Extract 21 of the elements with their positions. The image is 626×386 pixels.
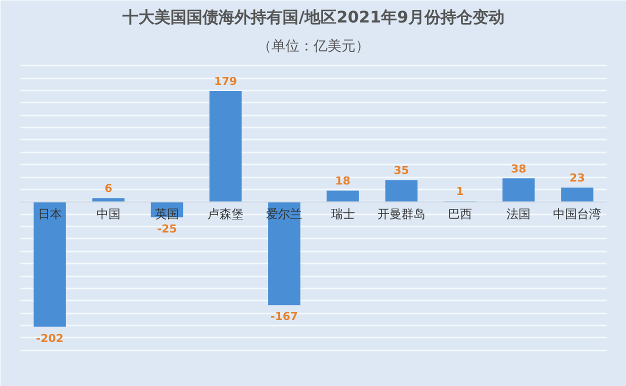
data-label: 18	[335, 174, 350, 188]
x-tick-label: 瑞士	[330, 206, 355, 221]
x-tick-label: 开曼群岛	[377, 206, 426, 221]
chart-subtitle: （单位：亿美元）	[258, 38, 370, 54]
x-tick-label: 法国	[506, 206, 531, 221]
data-label: 1	[456, 185, 464, 198]
data-label: -25	[157, 222, 177, 236]
x-tick-label: 巴西	[448, 206, 472, 221]
x-tick-label: 日本	[38, 206, 62, 221]
data-label: -202	[36, 332, 64, 345]
data-label: -167	[270, 310, 298, 324]
x-tick-label: 中国台湾	[553, 206, 602, 221]
chart-title: 十大美国国债海外持有国/地区2021年9月份持仓变动	[122, 8, 504, 26]
x-tick-label: 英国	[155, 206, 179, 221]
data-label: 35	[394, 164, 410, 178]
data-label: 23	[570, 172, 585, 185]
x-tick-label: 中国	[96, 206, 120, 221]
data-label: 179	[214, 75, 238, 88]
data-label: 38	[510, 162, 526, 176]
x-tick-label: 卢森堡	[208, 206, 244, 221]
data-label: 6	[104, 182, 113, 196]
